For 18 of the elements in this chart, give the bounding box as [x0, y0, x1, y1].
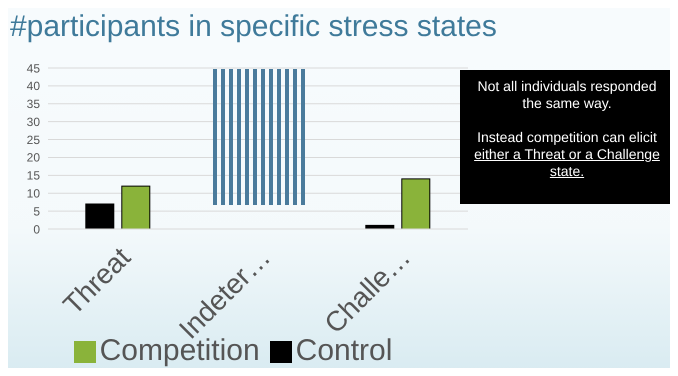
text: Not all individuals responded the same way.	[476, 78, 658, 112]
y-tick-label: 15	[26, 168, 40, 183]
y-tick-label: 10	[26, 186, 40, 200]
text: either a Threat or a Challenge state.	[474, 146, 660, 179]
y-tick-label: 5	[33, 204, 40, 218]
y-tick-label: 35	[26, 97, 40, 112]
y-tick-label: 30	[26, 114, 40, 129]
y-tick-label: 40	[26, 79, 40, 94]
chart-title: #participants in specific stress states	[10, 10, 497, 44]
y-tick-label: 45	[26, 61, 40, 76]
y-tick-label: 20	[26, 150, 40, 165]
text: Instead competition can elicit	[477, 129, 657, 145]
legend-label: Control	[296, 334, 392, 367]
bar	[85, 203, 114, 229]
y-tick-label: 0	[33, 222, 40, 236]
bar	[401, 178, 430, 229]
bar	[121, 186, 150, 229]
y-tick-label: 25	[26, 132, 40, 147]
